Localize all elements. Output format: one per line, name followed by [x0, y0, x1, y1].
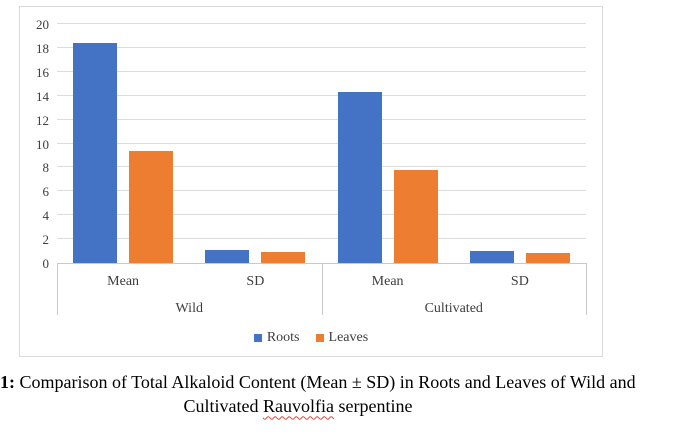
- y-tick-label: 16: [36, 64, 49, 80]
- y-tick-label: 6: [42, 184, 50, 200]
- gridline: [57, 166, 586, 168]
- y-tick-label: 18: [36, 40, 49, 56]
- legend: Roots Leaves: [20, 330, 602, 346]
- y-tick-label: 2: [42, 232, 50, 248]
- bar-leaves-wild-sd: [261, 252, 306, 263]
- category-label: Mean: [371, 274, 404, 289]
- y-tick-label: 8: [42, 160, 50, 176]
- group-label: Cultivated: [424, 301, 483, 316]
- caption-line-2: Cultivated Rauvolfia serpentine: [0, 394, 596, 418]
- legend-swatch-icon: [253, 334, 262, 342]
- bar-roots-wild-mean: [73, 43, 118, 263]
- y-tick-label: 4: [42, 208, 50, 224]
- gridline: [57, 23, 586, 24]
- bar-roots-wild-sd: [205, 249, 250, 263]
- y-tick-label: 0: [42, 256, 50, 271]
- caption-misspelled-word: Rauvolfia: [263, 396, 334, 417]
- caption-line2-start: Cultivated: [183, 396, 264, 417]
- legend-item-leaves: Leaves: [315, 330, 369, 346]
- y-tick-label: 20: [36, 17, 49, 32]
- gridline: [57, 238, 586, 240]
- group-label: Wild: [175, 301, 203, 316]
- gridline: [57, 190, 586, 192]
- bar-roots-cultivated-mean: [337, 92, 382, 263]
- gridline: [57, 214, 586, 216]
- caption-text: Comparison of Total Alkaloid Content (Me…: [15, 372, 636, 392]
- gridline: [57, 46, 586, 48]
- caption-line-1: 1: Comparison of Total Alkaloid Content …: [0, 370, 693, 394]
- legend-label: Roots: [266, 330, 300, 345]
- chart-frame: 0 2 4 6 8 10 12 14 16 18 20 Mean SD Mean SD Wild Cultiv…: [19, 6, 603, 357]
- gridline: [57, 118, 586, 120]
- y-tick-label: 12: [36, 112, 49, 128]
- bar-leaves-cultivated-mean: [393, 169, 438, 263]
- axis-separator: [57, 263, 58, 315]
- bar-roots-cultivated-sd: [469, 251, 514, 263]
- axis-separator: [321, 263, 323, 315]
- caption-number: 1:: [0, 372, 15, 392]
- bar-leaves-cultivated-sd: [525, 253, 570, 263]
- legend-label: Leaves: [328, 330, 369, 345]
- figure-caption: 1: Comparison of Total Alkaloid Content …: [0, 370, 693, 419]
- category-label: Mean: [107, 274, 140, 289]
- legend-swatch-icon: [315, 334, 324, 342]
- category-label: SD: [510, 274, 529, 289]
- gridline: [57, 94, 586, 96]
- plot-area: [57, 23, 586, 263]
- y-tick-label: 14: [36, 88, 49, 104]
- category-label: SD: [246, 274, 265, 289]
- bar-leaves-wild-mean: [129, 150, 174, 263]
- gridline: [57, 70, 586, 72]
- axis-separator: [586, 263, 587, 315]
- y-tick-label: 10: [36, 136, 49, 152]
- gridline: [57, 142, 586, 144]
- legend-item-roots: Roots: [253, 330, 300, 346]
- caption-line2-end: serpentine: [334, 396, 413, 417]
